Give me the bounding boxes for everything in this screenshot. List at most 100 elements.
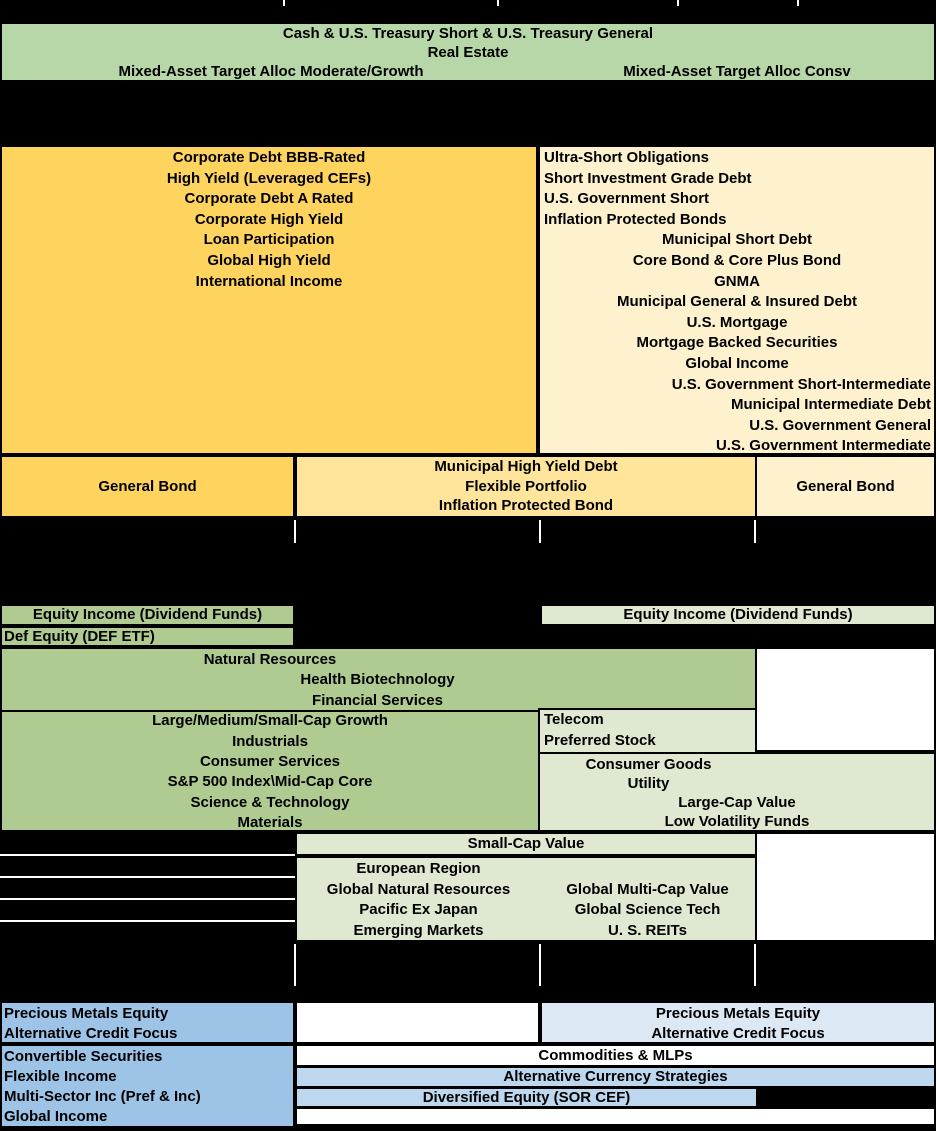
precious-metals-left-cell: Precious Metals Equity Alternative Credi…: [0, 1001, 295, 1044]
top-tick-mark: [497, 0, 499, 6]
equity-main-line: Large/Medium/Small-Cap Growth: [152, 712, 388, 729]
telecom-line: Telecom: [544, 711, 604, 728]
global-block-item: Global Natural Resources: [326, 880, 511, 898]
equity-main-line: Health Biotechnology: [300, 671, 455, 688]
global-block-item: [540, 859, 755, 880]
value-sectors-line: Consumer Goods: [585, 756, 712, 773]
value-sectors-line: Utility: [627, 775, 670, 792]
alternative-income-line: Multi-Sector Inc (Pref & Inc): [4, 1088, 201, 1105]
alternative-income-line: Convertible Securities: [4, 1048, 163, 1065]
global-block-item: Global Multi-Cap Value: [566, 880, 729, 898]
empty-bottom-row: [295, 1107, 936, 1126]
bond-left-line: Loan Participation: [203, 231, 335, 249]
general-bond-left-label: General Bond: [98, 478, 197, 495]
general-bond-right-cell: General Bond: [755, 455, 936, 518]
top-tick-mark: [283, 0, 285, 6]
telecom-line: Preferred Stock: [544, 731, 656, 749]
bond-left-line: Global High Yield: [207, 251, 331, 269]
gridline: [0, 854, 295, 856]
bond-left-cell: Corporate Debt BBB-Rated High Yield (Lev…: [0, 145, 538, 455]
value-sectors-line: Low Volatility Funds: [664, 813, 810, 830]
general-bond-middle-line: Inflation Protected Bond: [438, 497, 614, 515]
global-block-item: European Region: [356, 860, 481, 877]
bond-right-line: U.S. Government General: [749, 416, 931, 434]
general-bond-middle-line: Flexible Portfolio: [465, 477, 587, 495]
column-tick-mark: [754, 520, 756, 543]
global-block-item: Emerging Markets: [353, 921, 484, 939]
bond-left-line: Corporate Debt A Rated: [184, 190, 354, 208]
bond-left-line: Corporate Debt BBB-Rated: [172, 149, 366, 166]
precious-metals-left-line: Precious Metals Equity: [4, 1005, 169, 1022]
top-tick-mark: [677, 0, 679, 6]
equity-main-line: Materials: [237, 814, 303, 831]
equity-income-right-cell: Equity Income (Dividend Funds): [540, 604, 936, 626]
bond-right-line: Mortgage Backed Securities: [636, 334, 838, 352]
band-line-mixed-consv: Mixed-Asset Target Alloc Consv: [623, 63, 851, 80]
precious-metals-right-cell: Precious Metals Equity Alternative Credi…: [540, 1001, 936, 1044]
top-tick-mark: [797, 0, 799, 6]
commodities-label: Commodities & MLPs: [538, 1047, 693, 1064]
global-block-cell: European Region Global Natural Resources…: [295, 855, 757, 942]
bond-right-line: Municipal General & Insured Debt: [616, 293, 858, 311]
column-tick-mark: [539, 520, 541, 543]
currency-strategies-row: Alternative Currency Strategies: [295, 1066, 936, 1088]
equity-income-left-cell: Equity Income (Dividend Funds): [0, 604, 295, 626]
column-tick-mark: [294, 944, 296, 986]
equity-main-line: Industrials: [232, 733, 308, 750]
global-block-item: Pacific Ex Japan: [359, 901, 478, 918]
band-line-real-estate: Real Estate: [427, 44, 509, 61]
gridline: [0, 876, 295, 878]
bond-left-line: Corporate High Yield: [194, 210, 344, 228]
telecom-cell: Telecom Preferred Stock: [538, 708, 757, 754]
bond-right-line: U.S. Government Intermediate: [715, 437, 931, 455]
equity-main-line: Natural Resources: [203, 651, 337, 668]
global-block-item: U. S. REITs: [608, 921, 687, 939]
small-cap-value-label: Small-Cap Value: [467, 835, 585, 852]
column-tick-mark: [754, 944, 756, 986]
def-equity-cell: Def Equity (DEF ETF): [0, 626, 295, 647]
column-tick-mark: [294, 520, 296, 543]
alternative-income-cell: Convertible Securities Flexible Income M…: [0, 1044, 295, 1128]
band-line-cash-treasury: Cash & U.S. Treasury Short & U.S. Treasu…: [282, 25, 654, 42]
general-bond-middle-cell: Municipal High Yield Debt Flexible Portf…: [295, 455, 757, 518]
equity-main-line: S&P 500 Index\Mid-Cap Core: [167, 773, 373, 790]
bond-right-line: U.S. Government Short: [544, 190, 710, 208]
equity-main-line: Financial Services: [312, 692, 443, 709]
general-bond-right-label: General Bond: [796, 478, 895, 495]
def-equity-label: Def Equity (DEF ETF): [4, 628, 155, 645]
bond-right-line: Short Investment Grade Debt: [544, 169, 752, 187]
bond-right-line: Global Income: [685, 354, 789, 372]
column-tick-mark: [539, 944, 541, 986]
gridline: [0, 898, 295, 900]
equity-main-upper-cell: [0, 647, 757, 712]
equity-income-left-label: Equity Income (Dividend Funds): [32, 606, 263, 623]
bond-right-line: U.S. Government Short-Intermediate: [671, 375, 931, 393]
diversified-equity-label: Diversified Equity (SOR CEF): [422, 1089, 631, 1106]
bond-right-cell: Ultra-Short Obligations Short Investment…: [538, 145, 936, 455]
equity-main-line: Science & Technology: [190, 794, 350, 811]
currency-strategies-label: Alternative Currency Strategies: [503, 1068, 728, 1085]
equity-main-line: Consumer Services: [199, 753, 341, 770]
commodities-row: Commodities & MLPs: [295, 1044, 936, 1067]
gridline: [0, 920, 295, 922]
bond-right-line: Municipal Short Debt: [662, 231, 812, 249]
bond-right-line: GNMA: [714, 272, 760, 290]
value-sectors-cell: Consumer Goods Utility Large-Cap Value L…: [538, 752, 936, 832]
general-bond-left-cell: General Bond: [0, 455, 295, 518]
diversified-equity-row: Diversified Equity (SOR CEF): [295, 1087, 758, 1108]
bond-right-line: Core Bond & Core Plus Bond: [632, 251, 842, 269]
equity-main-lower-cell: [0, 710, 542, 832]
alternative-income-line: Flexible Income: [4, 1068, 117, 1085]
right-white-cell: [755, 832, 936, 942]
precious-metals-right-line: Alternative Credit Focus: [651, 1024, 825, 1042]
bond-left-line: International Income: [195, 272, 343, 290]
bond-left-line: High Yield (Leveraged CEFs): [166, 169, 372, 187]
equity-white-cell: [755, 647, 936, 752]
bond-right-line: Municipal Intermediate Debt: [730, 396, 931, 414]
bond-right-line: U.S. Mortgage: [686, 313, 788, 331]
cash-treasury-band: Cash & U.S. Treasury Short & U.S. Treasu…: [0, 22, 936, 82]
alternative-income-line: Global Income: [4, 1108, 108, 1125]
value-sectors-line: Large-Cap Value: [678, 794, 796, 811]
bond-right-line: Inflation Protected Bonds: [544, 210, 727, 228]
